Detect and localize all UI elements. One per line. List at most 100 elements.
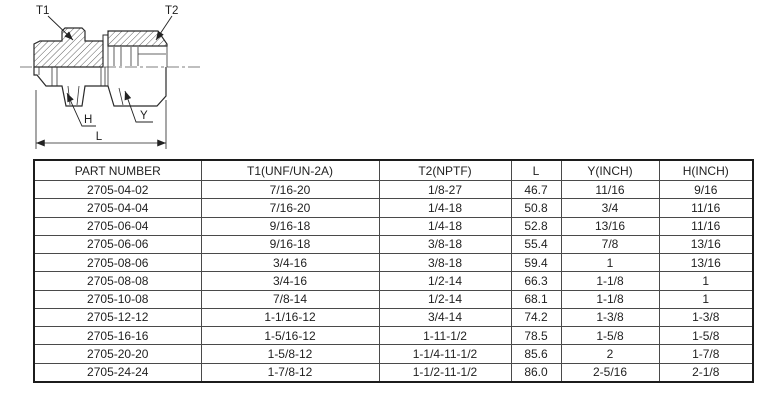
diagram-label-h: H [84,114,92,126]
table-cell: 50.8 [510,198,562,218]
table-cell: 1-5/8 [658,325,754,346]
table-row: 2705-06-06 9/16-18 3/8-18 55.4 7/8 13/16 [33,234,754,255]
table-cell: 9/16 [658,179,754,200]
table-cell: 1-7/8 [658,344,754,364]
table-cell: 2705-06-04 [33,216,202,236]
table-cell: 46.7 [510,179,562,200]
table-cell: 2-5/16 [560,362,660,383]
table-cell: 1-1/2-11-1/2 [378,362,512,383]
t2-leader [155,15,173,41]
spec-table-container: PART NUMBER T1(UNF/UN-2A) T2(NPTF) L Y(I… [33,159,754,383]
table-row: 2705-20-20 1-5/8-12 1-1/4-11-1/2 85.6 2 1-7/8 [33,344,754,364]
table-row: 2705-04-04 7/16-20 1/4-18 50.8 3/4 11/16 [33,198,754,218]
table-row: 2705-04-02 7/16-20 1/8-27 46.7 11/16 9/16 [33,179,754,200]
table-cell: 1-3/8 [560,307,660,328]
table-cell: 2705-20-20 [33,344,202,364]
l-dimension [35,90,167,149]
table-cell: 2705-04-04 [33,198,202,218]
table-cell: 9/16-18 [200,216,380,236]
table-cell: 11/16 [658,216,754,236]
table-cell: 55.4 [510,234,562,255]
table-cell: 7/8 [560,234,660,255]
table-cell: 2705-12-12 [33,307,202,328]
table-cell: 11/16 [658,198,754,218]
table-cell: 1/4-18 [378,198,512,218]
body-step-line [102,34,108,41]
body-outline-lower [33,67,167,107]
column-header-t1: T1(UNF/UN-2A) [200,159,380,181]
table-cell: 1/2-14 [378,271,512,291]
table-cell: 1 [658,289,754,309]
table-cell: 68.1 [510,289,562,309]
table-row: 2705-16-16 1-5/16-12 1-11-1/2 78.5 1-5/8 1-5/… [33,325,754,346]
table-cell: 1-1/4-11-1/2 [378,344,512,364]
nut-section-hatched [107,30,168,47]
table-cell: 1/2-14 [378,289,512,309]
h-leader [66,92,96,127]
thread-lines [107,46,168,67]
column-header-l: L [510,159,562,181]
table-row: 2705-06-04 9/16-18 1/4-18 52.8 13/16 11/16 [33,216,754,236]
table-cell: 3/4 [560,198,660,218]
table-cell: 1-1/8 [560,289,660,309]
table-cell: 1/8-27 [378,179,512,200]
table-cell: 78.5 [510,325,562,346]
body-detail-lines [38,67,124,106]
table-cell: 2705-16-16 [33,325,202,346]
table-cell: 1-1/16-12 [200,307,380,328]
table-row: 2705-08-08 3/4-16 1/2-14 66.3 1-1/8 1 [33,271,754,291]
table-cell: 3/8-18 [378,252,512,273]
diagram-label-l: L [96,131,103,143]
table-cell: 11/16 [560,179,660,200]
leader-lines [47,15,173,127]
table-cell: 1-7/8-12 [200,362,380,383]
column-header-y: Y(INCH) [560,159,660,181]
table-cell: 85.6 [510,344,562,364]
y-leader [124,90,153,123]
column-header-h: H(INCH) [658,159,754,181]
diagram-label-t1: T1 [36,5,49,17]
table-cell: 1-5/8-12 [200,344,380,364]
table-cell: 1 [560,252,660,273]
table-cell: 3/4-16 [200,252,380,273]
table-cell: 2705-10-08 [33,289,202,309]
table-cell: 2705-08-08 [33,271,202,291]
table-cell: 59.4 [510,252,562,273]
table-row: 2705-24-24 1-7/8-12 1-1/2-11-1/2 86.0 2-5/16… [33,362,754,383]
table-cell: 9/16-18 [200,234,380,255]
column-header-part-number: PART NUMBER [33,159,202,181]
table-cell: 66.3 [510,271,562,291]
diagram-label-t2: T2 [165,5,178,17]
diagram-label-y: Y [140,110,148,122]
table-cell: 74.2 [510,307,562,328]
table-cell: 2705-24-24 [33,362,202,383]
table-body: 2705-04-02 7/16-20 1/8-27 46.7 11/16 9/16 2705… [33,179,754,383]
table-cell: 13/16 [658,252,754,273]
table-cell: 1-3/8 [658,307,754,328]
table-cell: 1-5/16-12 [200,325,380,346]
column-header-t2: T2(NPTF) [378,159,512,181]
table-cell: 1-11-1/2 [378,325,512,346]
table-cell: 2705-08-06 [33,252,202,273]
table-cell: 2705-06-06 [33,234,202,255]
table-row: 2705-08-06 3/4-16 3/8-18 59.4 1 13/16 [33,252,754,273]
table-cell: 1-5/8 [560,325,660,346]
table-row: 2705-12-12 1-1/16-12 3/4-14 74.2 1-3/8 1-3/8 [33,307,754,328]
table-cell: 86.0 [510,362,562,383]
table-cell: 3/4-16 [200,271,380,291]
table-cell: 2-1/8 [658,362,754,383]
table-cell: 13/16 [658,234,754,255]
table-cell: 7/16-20 [200,179,380,200]
spec-table: PART NUMBER T1(UNF/UN-2A) T2(NPTF) L Y(I… [33,159,754,383]
table-cell: 52.8 [510,216,562,236]
table-cell: 3/4-14 [378,307,512,328]
table-cell: 7/16-20 [200,198,380,218]
table-cell: 13/16 [560,216,660,236]
table-cell: 7/8-14 [200,289,380,309]
table-cell: 1-1/8 [560,271,660,291]
t1-leader [47,15,74,41]
table-cell: 1 [658,271,754,291]
table-cell: 3/8-18 [378,234,512,255]
table-cell: 2 [560,344,660,364]
